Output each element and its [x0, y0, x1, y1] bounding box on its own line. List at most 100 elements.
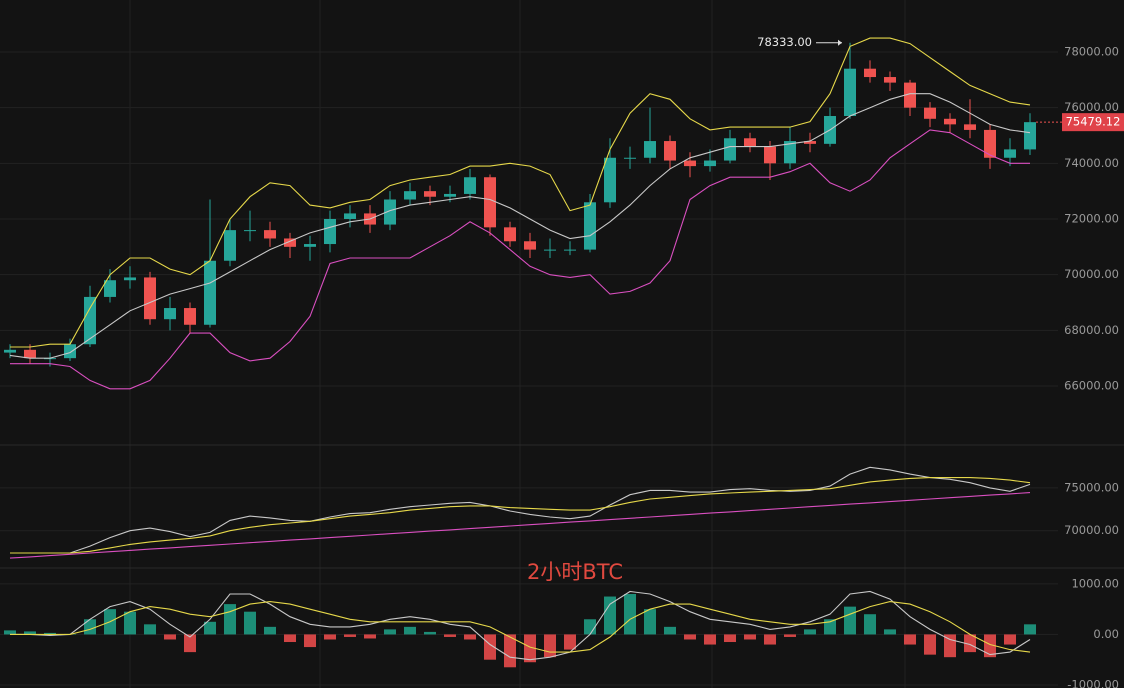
macd-bar [124, 611, 136, 635]
candle-body [64, 344, 76, 359]
macd-bar [164, 634, 176, 640]
candle-body [104, 280, 116, 297]
candle-body [684, 160, 696, 167]
macd-bar [324, 634, 336, 640]
macd-bar [44, 632, 56, 635]
macd-bar [664, 626, 676, 635]
macd-bar [844, 606, 856, 635]
macd-bar [524, 634, 536, 663]
candle-body [504, 227, 516, 242]
macd-bar [964, 634, 976, 653]
macd-bar [904, 634, 916, 645]
macd-bar [204, 621, 216, 635]
candle-body [304, 244, 316, 247]
max-arrow-head [838, 39, 842, 46]
macd-bar [1024, 624, 1036, 635]
candle-body [404, 191, 416, 200]
candle-body [744, 138, 756, 147]
indicator-line [10, 129, 1030, 390]
y-tick-label: 74000.00 [1064, 156, 1119, 170]
indicator-line [10, 37, 1031, 348]
candle-body [84, 296, 96, 345]
y-tick-label: 72000.00 [1064, 211, 1119, 225]
candle-body [724, 138, 736, 161]
macd-bar [264, 626, 276, 635]
macd-bar [24, 631, 36, 635]
macd-bar [644, 609, 656, 635]
y-tick-label: 75000.00 [1064, 480, 1119, 494]
candle-body [224, 230, 236, 261]
indicator-line [9, 492, 1031, 559]
macd-bar [984, 634, 996, 658]
candle-body [524, 241, 536, 250]
macd-bar [864, 614, 876, 635]
last-price-label: 75479.12 [1066, 115, 1121, 129]
macd-bar [724, 634, 736, 643]
macd-bar [384, 629, 396, 635]
macd-bar [364, 634, 376, 639]
macd-bar [764, 634, 776, 645]
y-tick-label: -1000.00 [1067, 677, 1119, 688]
candle-body [384, 199, 396, 225]
macd-bar [1004, 634, 1016, 645]
candle-body [864, 68, 876, 78]
candle-body [424, 191, 436, 197]
macd-bar [604, 596, 616, 635]
candle-body [1004, 149, 1016, 158]
macd-bar [504, 634, 516, 668]
candle-body [944, 118, 956, 125]
macd-bar [484, 634, 496, 660]
macd-bar [444, 634, 456, 637]
y-tick-label: 76000.00 [1064, 100, 1119, 114]
candle-body [644, 141, 656, 158]
max-label: 78333.00 [757, 35, 812, 49]
candle-body [924, 107, 936, 119]
candle-body [764, 146, 776, 164]
candle-body [444, 193, 456, 197]
candle-body [1024, 122, 1036, 150]
candle-body [964, 124, 976, 130]
macd-bar [804, 629, 816, 635]
macd-bar [464, 634, 476, 640]
y-tick-label: 78000.00 [1064, 44, 1119, 58]
macd-bar [424, 631, 436, 635]
candle-body [904, 82, 916, 108]
candle-body [344, 213, 356, 219]
candle-body [564, 249, 576, 251]
macd-bar [144, 624, 156, 635]
macd-bar [924, 634, 936, 655]
y-tick-label: 68000.00 [1064, 323, 1119, 337]
candle-body [264, 230, 276, 239]
macd-bar [304, 634, 316, 648]
candle-body [464, 177, 476, 194]
macd-bar [84, 619, 96, 635]
candle-body [204, 260, 216, 325]
macd-bar [824, 619, 836, 635]
y-tick-label: 66000.00 [1064, 378, 1119, 392]
candle-body [584, 202, 596, 250]
macd-bar [244, 611, 256, 635]
candle-body [804, 141, 816, 144]
macd-bar [704, 634, 716, 645]
y-tick-label: 1000.00 [1071, 576, 1119, 590]
candle-body [164, 308, 176, 320]
candle-body [284, 238, 296, 247]
macd-bar [184, 634, 196, 653]
candle-body [124, 277, 136, 281]
macd-bar [344, 634, 356, 637]
candle-body [704, 160, 716, 167]
macd-bar [404, 626, 416, 635]
candle-body [884, 77, 896, 83]
time-grid [129, 0, 906, 688]
indicator-line [10, 601, 1031, 653]
macd-bar [544, 634, 556, 658]
macd-bar [224, 604, 236, 635]
macd-bar [4, 630, 16, 635]
y-tick-label: 70000.00 [1064, 523, 1119, 537]
y-tick-label: 70000.00 [1064, 267, 1119, 281]
candle-body [544, 249, 556, 251]
candle-body [244, 230, 256, 232]
